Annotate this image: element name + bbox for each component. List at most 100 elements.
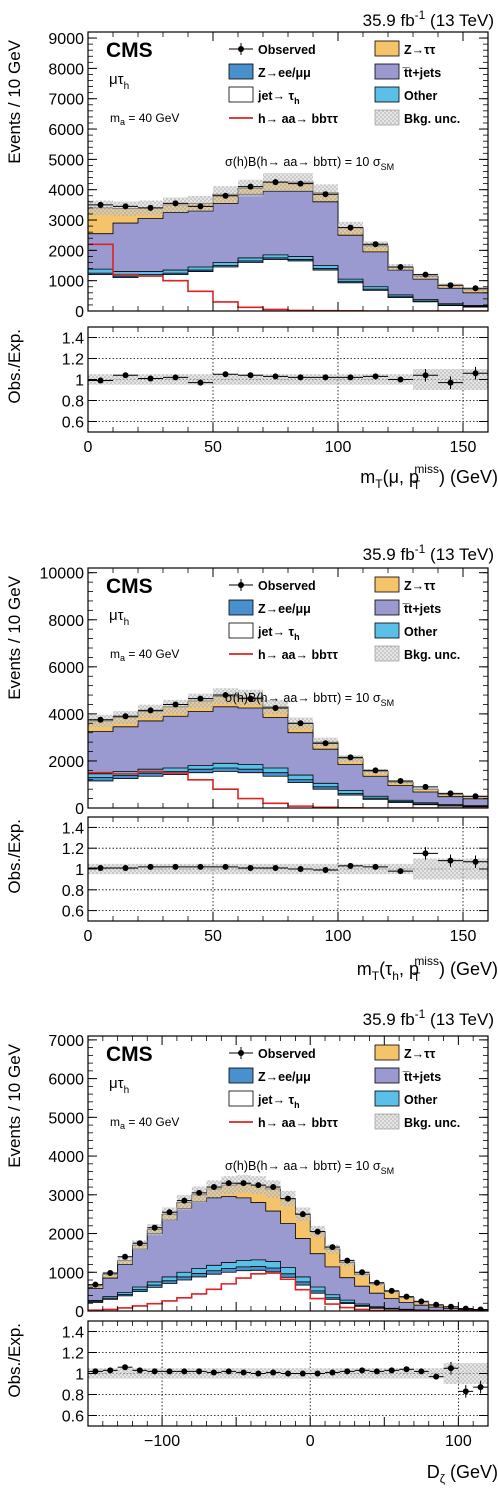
ratio-point (322, 867, 329, 874)
observed-point (270, 1184, 277, 1191)
x-axis-title: Dζ (GeV) (427, 1462, 498, 1486)
observed-point (472, 793, 479, 800)
y-tick-label: 6000 (48, 660, 84, 677)
observed-point (359, 1269, 366, 1276)
ratio-plot-area (88, 327, 488, 432)
legend-entry-ztt: Z→ττ (374, 576, 436, 593)
ratio-point (359, 1367, 366, 1374)
x-tick-label: −100 (144, 1433, 180, 1450)
xsec-label: σ(h)B(h→ aa→ bbττ) = 10 σSM (225, 155, 394, 172)
y-axis-title: Events / 10 GeV (5, 39, 24, 163)
signal-line (88, 770, 488, 808)
legend-entry-other: Other (374, 86, 437, 103)
ratio-point (92, 1368, 99, 1375)
legend-label-sig: h→ aa→ bbττ (258, 1116, 338, 1130)
y-tick-label: 7000 (48, 1033, 84, 1050)
legend-label-obs: Observed (258, 579, 316, 593)
y-tick-label: 0 (75, 1304, 84, 1321)
observed-point (225, 1180, 232, 1187)
chart-panel-3: 010002000300040005000600070000.60.811.21… (5, 1007, 498, 1486)
ratio-point (247, 864, 254, 871)
x-tick-label: 100 (325, 439, 352, 456)
y-axis-title: Events / 10 GeV (5, 575, 24, 699)
ratio-point (272, 373, 279, 380)
observed-point (122, 1253, 129, 1260)
legend-label-tt: t̅t+jets (402, 66, 441, 80)
x-tick-label: 100 (445, 1433, 472, 1450)
ratio-point (433, 1373, 440, 1380)
ratio-point (299, 1370, 306, 1377)
observed-point (329, 1244, 336, 1251)
observed-point (403, 1293, 410, 1300)
observed-point (422, 271, 429, 278)
ratio-point (272, 864, 279, 871)
legend-entry-ztt: Z→ττ (374, 1044, 436, 1061)
legend-box-other (374, 622, 400, 639)
ratio-y-axis-title: Obs./Exp. (5, 819, 24, 894)
ratio-point (322, 374, 329, 381)
observed-point (322, 740, 329, 747)
legend-entry-zll: Z→ee/μμ (228, 1067, 311, 1084)
observed-point (247, 695, 254, 702)
y-tick-label: 8000 (48, 613, 84, 630)
legend-entry-tt: t̅t+jets (374, 63, 441, 80)
y-tick-label: 8000 (48, 61, 84, 78)
observed-point (372, 767, 379, 774)
ratio-y-tick-label: 0.8 (62, 883, 84, 900)
observed-point (122, 713, 129, 720)
observed-point (397, 264, 404, 271)
legend-label-other: Other (404, 625, 437, 639)
ratio-point (122, 1364, 129, 1371)
bkg-uncertainty-band (88, 173, 488, 292)
observed-point (344, 1257, 351, 1264)
y-tick-label: 6000 (48, 1072, 84, 1089)
ratio-point (240, 1369, 247, 1376)
y-tick-label: 2000 (48, 1227, 84, 1244)
ratio-y-tick-label: 0.6 (62, 1409, 84, 1426)
ratio-point (136, 1367, 143, 1374)
legend-box-zll (228, 1067, 254, 1084)
channel-label: μτh (109, 607, 129, 628)
x-axis-title: mT(μ, pTmiss) (GeV) (360, 462, 498, 492)
ratio-point (472, 858, 479, 865)
ratio-point (172, 374, 179, 381)
ratio-uncertainty-band (88, 369, 488, 390)
legend-label-unc: Bkg. unc. (404, 1116, 460, 1130)
observed-point (447, 790, 454, 797)
x-axis-title: mT(τh, pTmiss) (GeV) (357, 954, 498, 984)
ratio-point (97, 377, 104, 384)
legend-label-ztt: Z→ττ (404, 1047, 436, 1061)
y-tick-label: 10000 (40, 566, 85, 583)
legend-label-jet: jet→ τh (257, 1093, 300, 1110)
y-tick-label: 6000 (48, 122, 84, 139)
ratio-plot-area (88, 1321, 488, 1426)
legend-obs-marker (238, 1050, 244, 1056)
x-tick-label: 0 (306, 1433, 315, 1450)
legend-label-other: Other (404, 1093, 437, 1107)
xsec-label: σ(h)B(h→ aa→ bbττ) = 10 σSM (225, 1159, 394, 1176)
observed-point (397, 777, 404, 784)
ratio-point (472, 370, 479, 377)
observed-point (433, 1301, 440, 1308)
legend-entry-tt: t̅t+jets (374, 1067, 441, 1084)
ratio-point (403, 1366, 410, 1373)
observed-point (222, 692, 229, 699)
observed-point (272, 179, 279, 186)
ratio-y-tick-label: 1 (75, 1367, 84, 1384)
y-tick-label: 9000 (48, 31, 84, 48)
legend-entry-other: Other (374, 622, 437, 639)
legend-entry-unc: Bkg. unc. (374, 109, 460, 126)
ratio-y-tick-label: 1.4 (62, 1325, 84, 1342)
observed-point (347, 754, 354, 761)
ratio-y-tick-label: 1.2 (62, 352, 84, 369)
legend-label-zll: Z→ee/μμ (258, 1070, 311, 1084)
observed-point (285, 1195, 291, 1202)
legend-unc-box (374, 1113, 400, 1130)
observed-point (418, 1298, 425, 1305)
y-tick-label: 0 (75, 304, 84, 321)
legend-label-ztt: Z→ττ (404, 43, 436, 57)
y-tick-label: 1000 (48, 274, 84, 291)
ratio-point (347, 862, 354, 869)
